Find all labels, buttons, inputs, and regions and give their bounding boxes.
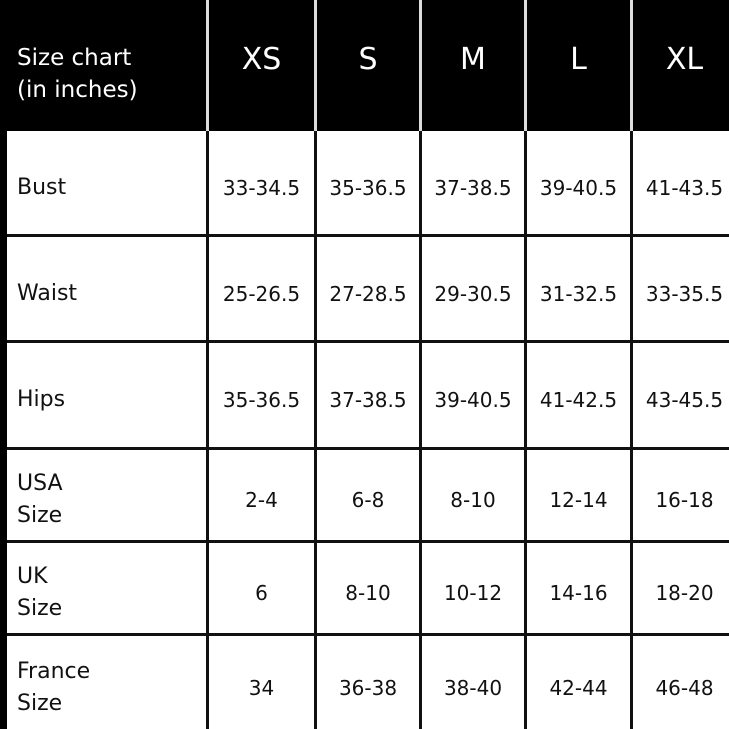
table-title: Size chart (in inches) — [0, 0, 209, 131]
table-cell: 39-40.5 — [422, 343, 527, 450]
row-label-line-1: UK — [17, 564, 48, 589]
table-cell: 38-40 — [422, 636, 527, 729]
row-label-text: Bust — [17, 172, 66, 204]
row-label: USA Size — [7, 450, 209, 543]
title-line-1: Size chart — [17, 44, 132, 71]
row-label-line-1: Waist — [17, 280, 78, 306]
table-cell: 33-35.5 — [633, 237, 729, 343]
column-header-xl: XL — [633, 0, 729, 131]
table-cell: 33-34.5 — [209, 131, 317, 237]
row-label: Hips — [7, 343, 209, 450]
column-header-xs: XS — [209, 0, 317, 131]
table-cell: 16-18 — [633, 450, 729, 543]
table-cell: 29-30.5 — [422, 237, 527, 343]
table-cell: 46-48 — [633, 636, 729, 729]
table-cell: 14-16 — [527, 543, 633, 636]
table-cell: 2-4 — [209, 450, 317, 543]
row-label: Waist — [7, 237, 209, 343]
row-label-line-2: Size — [17, 596, 63, 621]
row-label-line-1: Bust — [17, 174, 67, 200]
row-label-line-2: Size — [17, 690, 63, 716]
table-cell: 37-38.5 — [317, 343, 422, 450]
table-cell: 42-44 — [527, 636, 633, 729]
row-label-line-1: Hips — [17, 387, 66, 412]
table-cell: 35-36.5 — [209, 343, 317, 450]
row-label-text: UK Size — [17, 561, 62, 625]
row-label-line-1: USA — [17, 471, 63, 496]
table-cell: 18-20 — [633, 543, 729, 636]
table-cell: 41-43.5 — [633, 131, 729, 237]
row-label-text: Waist — [17, 278, 77, 310]
table-cell: 35-36.5 — [317, 131, 422, 237]
table-cell: 31-32.5 — [527, 237, 633, 343]
row-label: UK Size — [7, 543, 209, 636]
row-label-text: Hips — [17, 384, 65, 416]
row-label-line-2: Size — [17, 503, 63, 528]
column-header-l: L — [527, 0, 633, 131]
table-cell: 39-40.5 — [527, 131, 633, 237]
table-cell: 8-10 — [422, 450, 527, 543]
title-line-2: (in inches) — [17, 76, 138, 103]
table-cell: 27-28.5 — [317, 237, 422, 343]
table-cell: 6-8 — [317, 450, 422, 543]
row-label-text: USA Size — [17, 468, 63, 532]
table-cell: 25-26.5 — [209, 237, 317, 343]
table-cell: 37-38.5 — [422, 131, 527, 237]
row-label-line-1: France — [17, 658, 91, 684]
table-cell: 41-42.5 — [527, 343, 633, 450]
row-label: Bust — [7, 131, 209, 237]
row-label: France Size — [7, 636, 209, 729]
table-cell: 36-38 — [317, 636, 422, 729]
table-cell: 8-10 — [317, 543, 422, 636]
column-header-s: S — [317, 0, 422, 131]
table-cell: 34 — [209, 636, 317, 729]
table-cell: 10-12 — [422, 543, 527, 636]
row-label-text: France Size — [17, 656, 90, 720]
table-cell: 12-14 — [527, 450, 633, 543]
table-cell: 6 — [209, 543, 317, 636]
table-cell: 43-45.5 — [633, 343, 729, 450]
column-header-m: M — [422, 0, 527, 131]
